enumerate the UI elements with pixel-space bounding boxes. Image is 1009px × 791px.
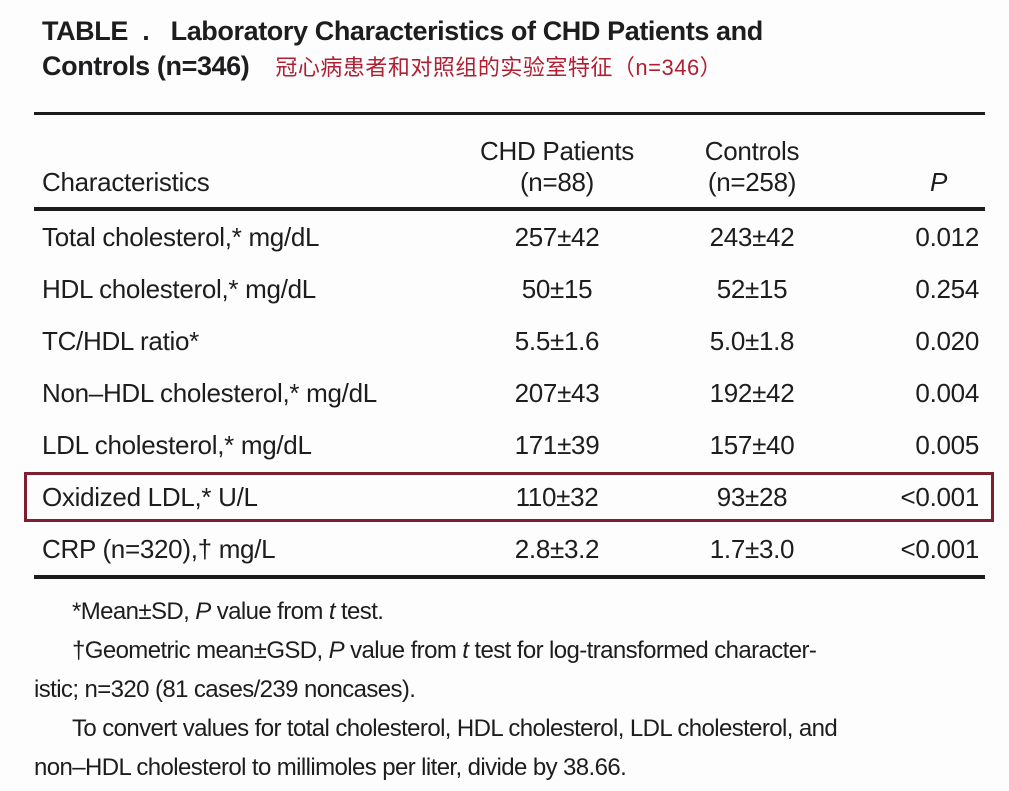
table-row: CRP (n=320),† mg/L 2.8±3.2 1.7±3.0 <0.00… — [34, 523, 985, 575]
row-characteristic: Non–HDL cholesterol,* mg/dL — [42, 377, 377, 408]
row-p-value: <0.001 — [900, 481, 980, 512]
table-row: HDL cholesterol,* mg/dL 50±15 52±15 0.25… — [34, 263, 985, 315]
table-top-rule — [34, 112, 985, 115]
row-controls-value: 1.7±3.0 — [709, 533, 795, 564]
column-header-characteristics: Characteristics — [34, 167, 462, 198]
column-header-controls: Controls (n=258) — [652, 136, 852, 198]
footnote-line: †Geometric mean±GSD, P value from t test… — [72, 637, 817, 664]
row-chd-value: 171±39 — [514, 429, 600, 460]
row-chd-value: 50±15 — [521, 273, 593, 304]
row-controls-value: 192±42 — [709, 377, 795, 408]
row-controls-value: 157±40 — [709, 429, 795, 460]
row-characteristic: Total cholesterol,* mg/dL — [42, 221, 320, 252]
row-characteristic: CRP (n=320),† mg/L — [42, 533, 276, 564]
column-header-p-label: P — [929, 167, 947, 197]
row-p-value: 0.254 — [915, 273, 979, 304]
column-header-p-value: P — [852, 167, 985, 198]
column-header-controls-line2: (n=258) — [707, 167, 797, 197]
table-row: LDL cholesterol,* mg/dL 171±39 157±40 0.… — [34, 419, 985, 471]
column-header-controls-line1: Controls — [704, 136, 800, 166]
table-header-rule — [34, 207, 985, 211]
row-p-value: 0.004 — [915, 377, 979, 408]
table-row: TC/HDL ratio* 5.5±1.6 5.0±1.8 0.020 — [34, 315, 985, 367]
column-header-chd-patients: CHD Patients (n=88) — [462, 136, 652, 198]
row-chd-value: 2.8±3.2 — [514, 533, 600, 564]
row-controls-value: 5.0±1.8 — [709, 325, 795, 356]
table-title-line2: Controls (n=346) 冠心病患者和对照组的实验室特征（n=346） — [42, 49, 985, 85]
footnotes: *Mean±SD, P value from t test. †Geometric… — [34, 592, 989, 787]
row-p-value: 0.020 — [915, 325, 979, 356]
table-title: TABLE . Laboratory Characteristics of CH… — [42, 14, 985, 85]
row-p-value: 0.012 — [915, 221, 979, 252]
row-characteristic: Oxidized LDL,* U/L — [42, 481, 258, 512]
row-p-value: 0.005 — [915, 429, 979, 460]
table-title-line1: TABLE . Laboratory Characteristics of CH… — [42, 16, 763, 46]
row-controls-value: 93±28 — [716, 481, 788, 512]
row-characteristic: TC/HDL ratio* — [42, 325, 199, 356]
row-chd-value: 110±32 — [515, 481, 599, 512]
table-row: Non–HDL cholesterol,* mg/dL 207±43 192±4… — [34, 367, 985, 419]
row-p-value: <0.001 — [900, 533, 980, 564]
footnote-line: non–HDL cholesterol to millimoles per li… — [34, 754, 627, 781]
table-header-row: Characteristics CHD Patients (n=88) Cont… — [34, 115, 985, 207]
table-title-line2-en: Controls (n=346) — [42, 51, 250, 81]
row-characteristic: HDL cholesterol,* mg/dL — [42, 273, 316, 304]
table-row-highlighted: Oxidized LDL,* U/L 110±32 93±28 <0.001 — [24, 471, 994, 523]
footnote-line: istic; n=320 (81 cases/239 noncases). — [34, 676, 416, 703]
row-controls-value: 243±42 — [709, 221, 795, 252]
data-table: Characteristics CHD Patients (n=88) Cont… — [24, 112, 994, 579]
row-controls-value: 52±15 — [716, 273, 788, 304]
table-body: Total cholesterol,* mg/dL 257±42 243±42 … — [24, 211, 994, 575]
row-chd-value: 207±43 — [514, 377, 600, 408]
column-header-chd-line2: (n=88) — [519, 167, 595, 197]
column-header-characteristics-label: Characteristics — [42, 167, 210, 197]
row-characteristic: LDL cholesterol,* mg/dL — [42, 429, 312, 460]
row-chd-value: 5.5±1.6 — [514, 325, 600, 356]
footnote-line: *Mean±SD, P value from t test. — [72, 598, 384, 625]
footnote-line: To convert values for total cholesterol,… — [72, 715, 838, 742]
table-subtitle-chinese: 冠心病患者和对照组的实验室特征（n=346） — [275, 55, 723, 80]
table-row: Total cholesterol,* mg/dL 257±42 243±42 … — [34, 211, 985, 263]
table-bottom-rule — [34, 575, 985, 579]
row-chd-value: 257±42 — [514, 221, 600, 252]
column-header-chd-line1: CHD Patients — [480, 136, 634, 166]
